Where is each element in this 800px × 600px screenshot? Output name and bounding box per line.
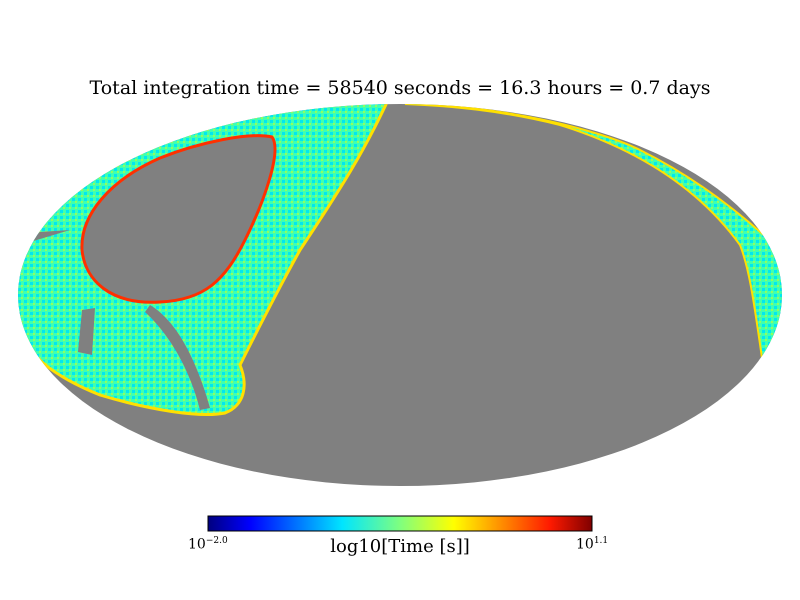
colorbar-min-label: 10−2.0 [188,536,228,553]
colorbar [207,515,593,532]
colorbar-label: log10[Time [s]] [330,536,470,557]
unseen-sliver [78,308,95,355]
unseen-hole-large [80,134,277,304]
chart-title: Total integration time = 58540 seconds =… [89,77,711,99]
coverage-region-rim [404,104,782,362]
unseen-strip [145,305,210,410]
colorbar-max-label: 101.1 [576,536,609,553]
